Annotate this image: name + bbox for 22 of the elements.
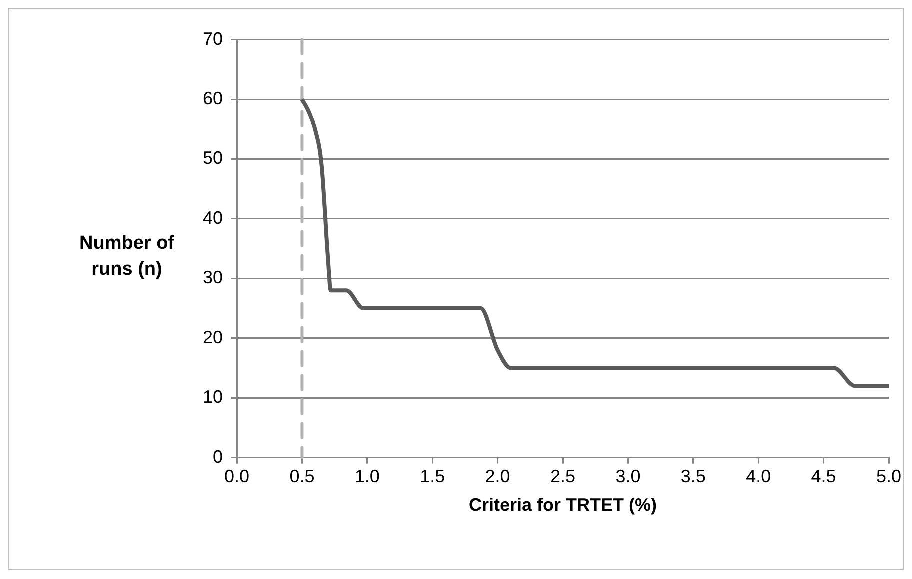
x-tick-label: 3.5 — [680, 466, 706, 487]
y-axis-title: Number of runs (n) — [78, 232, 176, 282]
x-tick-label: 0.0 — [224, 466, 250, 487]
y-tick-label: 10 — [202, 387, 224, 408]
x-tick-label: 0.5 — [290, 466, 315, 487]
x-tick-label: 1.0 — [354, 466, 380, 487]
x-tick-label: 2.5 — [550, 466, 576, 487]
line-series — [300, 98, 889, 388]
y-tick-label: 50 — [202, 148, 224, 168]
x-tick-label: 3.0 — [616, 466, 641, 487]
y-tick-label: 60 — [202, 88, 224, 108]
x-tick-label: 4.0 — [746, 466, 772, 487]
x-tick-label: 1.5 — [420, 466, 446, 487]
y-tick-label: 0 — [213, 446, 224, 467]
x-tick-label: 5.0 — [876, 466, 902, 487]
y-tick-label: 20 — [202, 327, 224, 348]
x-tick-label: 4.5 — [811, 466, 836, 487]
y-tick-label: 30 — [202, 268, 224, 288]
x-tick-label: 2.0 — [485, 466, 510, 487]
x-axis-title: Criteria for TRTET (%) — [469, 495, 658, 516]
y-tick-label: 40 — [202, 208, 224, 228]
y-tick-label: 70 — [202, 28, 224, 49]
